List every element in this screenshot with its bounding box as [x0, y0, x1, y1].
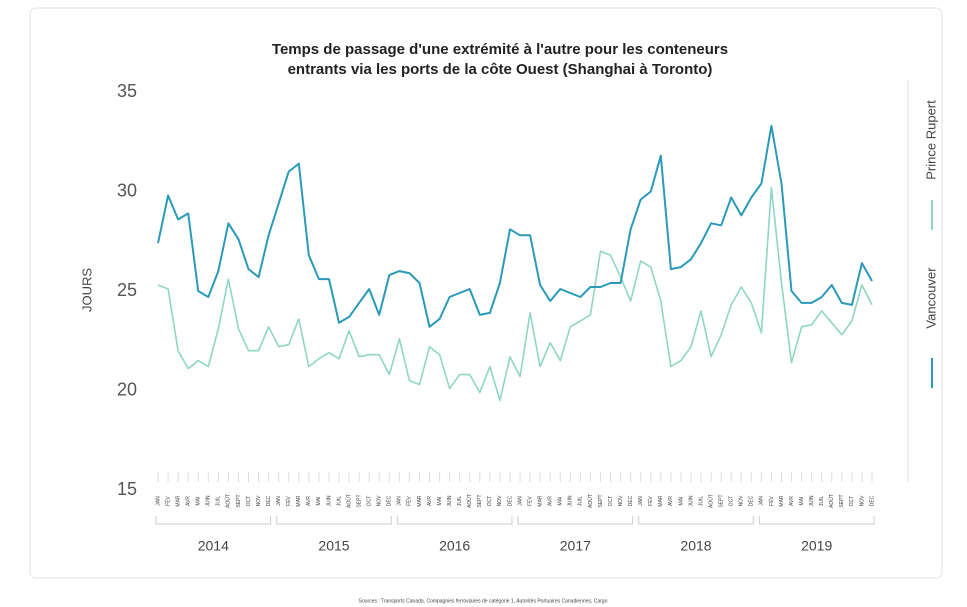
- chart-title: entrants via les ports de la côte Ouest …: [288, 61, 713, 78]
- x-tick-label: JAN: [397, 496, 403, 506]
- x-tick-label: MAR: [296, 495, 302, 507]
- source: Sources : Transports Canada, Compagnies …: [359, 598, 608, 604]
- x-tick-label: JUIN: [809, 495, 815, 507]
- x-tick-label: SEPT: [598, 494, 604, 507]
- x-tick-label: AVR: [185, 496, 191, 506]
- x-tick-label: DÉC: [265, 495, 272, 506]
- x-tick-label: MAI: [678, 497, 684, 506]
- series-line: [157, 186, 873, 402]
- x-tick-label: AVR: [306, 496, 312, 506]
- x-tick-label: FÉV: [768, 495, 775, 505]
- x-tick-label: JUIL: [216, 496, 222, 507]
- card: [29, 7, 943, 579]
- x-tick-label: JUIL: [457, 496, 463, 507]
- x-tick-label: SEPT: [839, 494, 845, 507]
- x-tick-label: MAR: [779, 495, 785, 507]
- x-tick-label: NOV: [497, 495, 503, 507]
- x-tick-label: JUIN: [688, 495, 694, 507]
- year-label: 2015: [318, 538, 349, 554]
- x-tick-label: AVR: [668, 496, 674, 506]
- x-tick-label: NOV: [859, 495, 865, 507]
- x-tick-label: DÉC: [627, 495, 634, 506]
- x-tick-label: JUIL: [336, 496, 342, 507]
- year-bracket: [758, 516, 875, 525]
- x-tick-label: OCT: [367, 496, 373, 507]
- x-tick-label: NOV: [618, 495, 624, 507]
- year-label: 2016: [439, 538, 470, 554]
- x-tick-label: MAR: [175, 495, 181, 507]
- x-tick-label: OCT: [487, 496, 493, 507]
- x-tick-label: MAR: [537, 495, 543, 507]
- y-tick-label: 35: [117, 81, 137, 101]
- x-tick-label: AVR: [548, 496, 554, 506]
- year-label: 2017: [560, 538, 591, 554]
- year-bracket: [517, 516, 634, 525]
- x-tick-label: MAR: [658, 495, 664, 507]
- x-tick-label: MAI: [799, 497, 805, 506]
- legend-label: Prince Rupert: [923, 100, 938, 180]
- x-tick-label: JAN: [759, 496, 765, 506]
- y-tick-label: 30: [117, 180, 137, 200]
- y-axis-label: JOURS: [79, 268, 94, 312]
- x-tick-label: MAI: [316, 497, 322, 506]
- x-tick-label: JUIL: [819, 496, 825, 507]
- x-tick-label: SEPT: [236, 494, 242, 507]
- x-tick-label: MAI: [437, 497, 443, 506]
- x-tick-label: FÉV: [406, 495, 413, 505]
- x-tick-label: JUIN: [447, 495, 453, 507]
- year-label: 2018: [680, 538, 711, 554]
- year-bracket: [396, 516, 513, 525]
- x-tick-label: AVR: [789, 496, 795, 506]
- x-tick-label: FÉV: [647, 495, 654, 505]
- x-tick-label: AOÛT: [466, 494, 473, 508]
- x-tick-label: JAN: [276, 496, 282, 506]
- y-tick-label: 25: [117, 280, 137, 300]
- x-tick-label: JUIN: [568, 495, 574, 507]
- x-tick-label: DÉC: [506, 495, 513, 506]
- x-tick-label: NOV: [377, 495, 383, 507]
- x-tick-label: JUIN: [206, 495, 212, 507]
- x-tick-label: OCT: [246, 496, 252, 507]
- year-bracket: [638, 516, 754, 525]
- x-tick-label: AOÛT: [345, 494, 352, 508]
- x-tick-label: DÉC: [868, 495, 875, 506]
- x-tick-label: NOV: [256, 495, 262, 507]
- x-tick-label: MAR: [417, 495, 423, 507]
- x-tick-label: NOV: [739, 495, 745, 507]
- x-tick-label: JUIL: [578, 496, 584, 507]
- year-bracket: [276, 516, 392, 525]
- x-tick-label: OCT: [729, 496, 735, 507]
- x-tick-label: AOÛT: [828, 494, 835, 508]
- x-tick-label: OCT: [849, 496, 855, 507]
- chart-title: Temps de passage d'une extrémité à l'aut…: [272, 41, 728, 58]
- year-bracket: [155, 516, 272, 525]
- x-tick-label: DÉC: [386, 495, 393, 506]
- x-tick-label: JAN: [155, 496, 161, 506]
- x-tick-label: MAI: [558, 497, 564, 506]
- year-label: 2014: [198, 538, 229, 554]
- x-tick-label: JUIN: [326, 495, 332, 507]
- x-tick-label: MAI: [196, 497, 202, 506]
- y-tick-label: 20: [117, 379, 137, 399]
- legend-label: Vancouver: [923, 267, 938, 329]
- x-tick-label: FÉV: [164, 495, 171, 505]
- x-tick-label: AOÛT: [225, 494, 232, 508]
- x-tick-label: SEPT: [356, 494, 362, 507]
- x-tick-label: AOÛT: [587, 494, 594, 508]
- x-tick-label: JUIL: [698, 496, 704, 507]
- x-tick-label: OCT: [608, 496, 614, 507]
- x-tick-label: FÉV: [526, 495, 533, 505]
- x-tick-label: JAN: [638, 496, 644, 506]
- x-tick-label: SEPT: [718, 494, 724, 507]
- x-tick-label: AVR: [427, 496, 433, 506]
- x-tick-label: JAN: [517, 496, 523, 506]
- x-tick-label: AOÛT: [707, 494, 714, 508]
- y-tick-label: 15: [117, 479, 137, 499]
- year-label: 2019: [801, 538, 832, 554]
- x-tick-label: DÉC: [748, 495, 755, 506]
- x-tick-label: SEPT: [477, 494, 483, 507]
- x-tick-label: FÉV: [285, 495, 292, 505]
- series-line: [157, 124, 873, 328]
